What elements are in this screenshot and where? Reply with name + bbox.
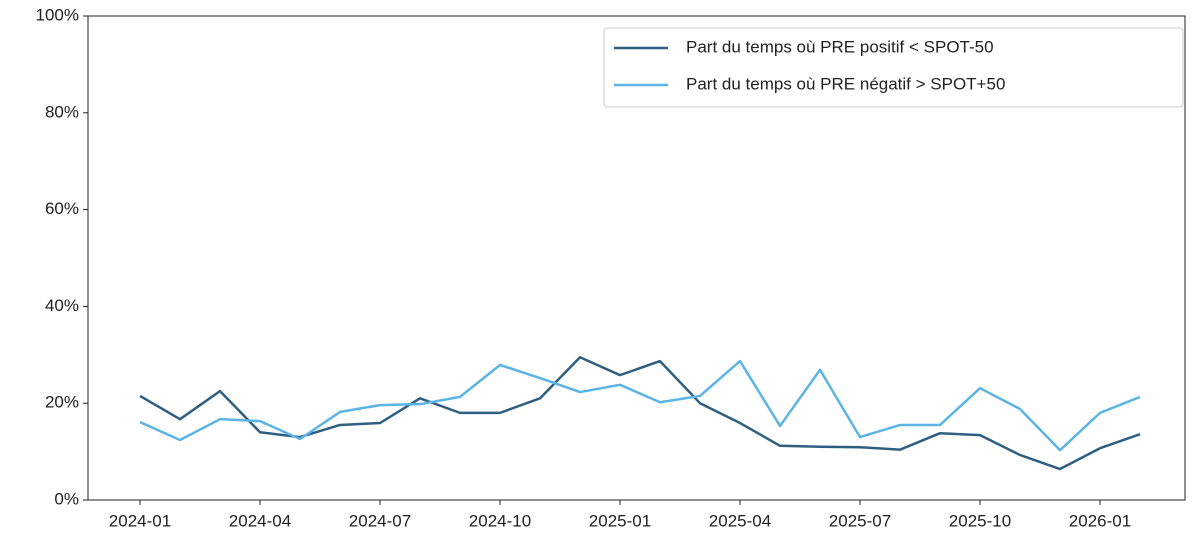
x-tick-label: 2025-04 xyxy=(709,511,771,530)
legend-label: Part du temps où PRE positif < SPOT-50 xyxy=(686,37,994,56)
legend-box xyxy=(603,27,1184,108)
series-line xyxy=(139,359,1141,452)
series-line xyxy=(139,355,1141,471)
plot-frame xyxy=(87,15,1186,501)
x-tick-label: 2024-10 xyxy=(469,511,531,530)
y-tick-label: 60% xyxy=(45,199,79,218)
x-tick-label: 2024-07 xyxy=(349,511,411,530)
y-tick-label: 40% xyxy=(45,296,79,315)
x-tick-label: 2025-07 xyxy=(829,511,891,530)
x-tick-label: 2024-04 xyxy=(229,511,291,530)
y-tick-label: 0% xyxy=(54,489,79,508)
x-tick-label: 2026-01 xyxy=(1069,511,1131,530)
legend-label: Part du temps où PRE négatif > SPOT+50 xyxy=(686,74,1005,93)
y-tick-label: 80% xyxy=(45,102,79,121)
y-tick-label: 100% xyxy=(36,5,79,24)
y-tick-label: 20% xyxy=(45,393,79,412)
x-tick-label: 2024-01 xyxy=(109,511,171,530)
x-tick-label: 2025-10 xyxy=(949,511,1011,530)
x-tick-label: 2025-01 xyxy=(589,511,651,530)
